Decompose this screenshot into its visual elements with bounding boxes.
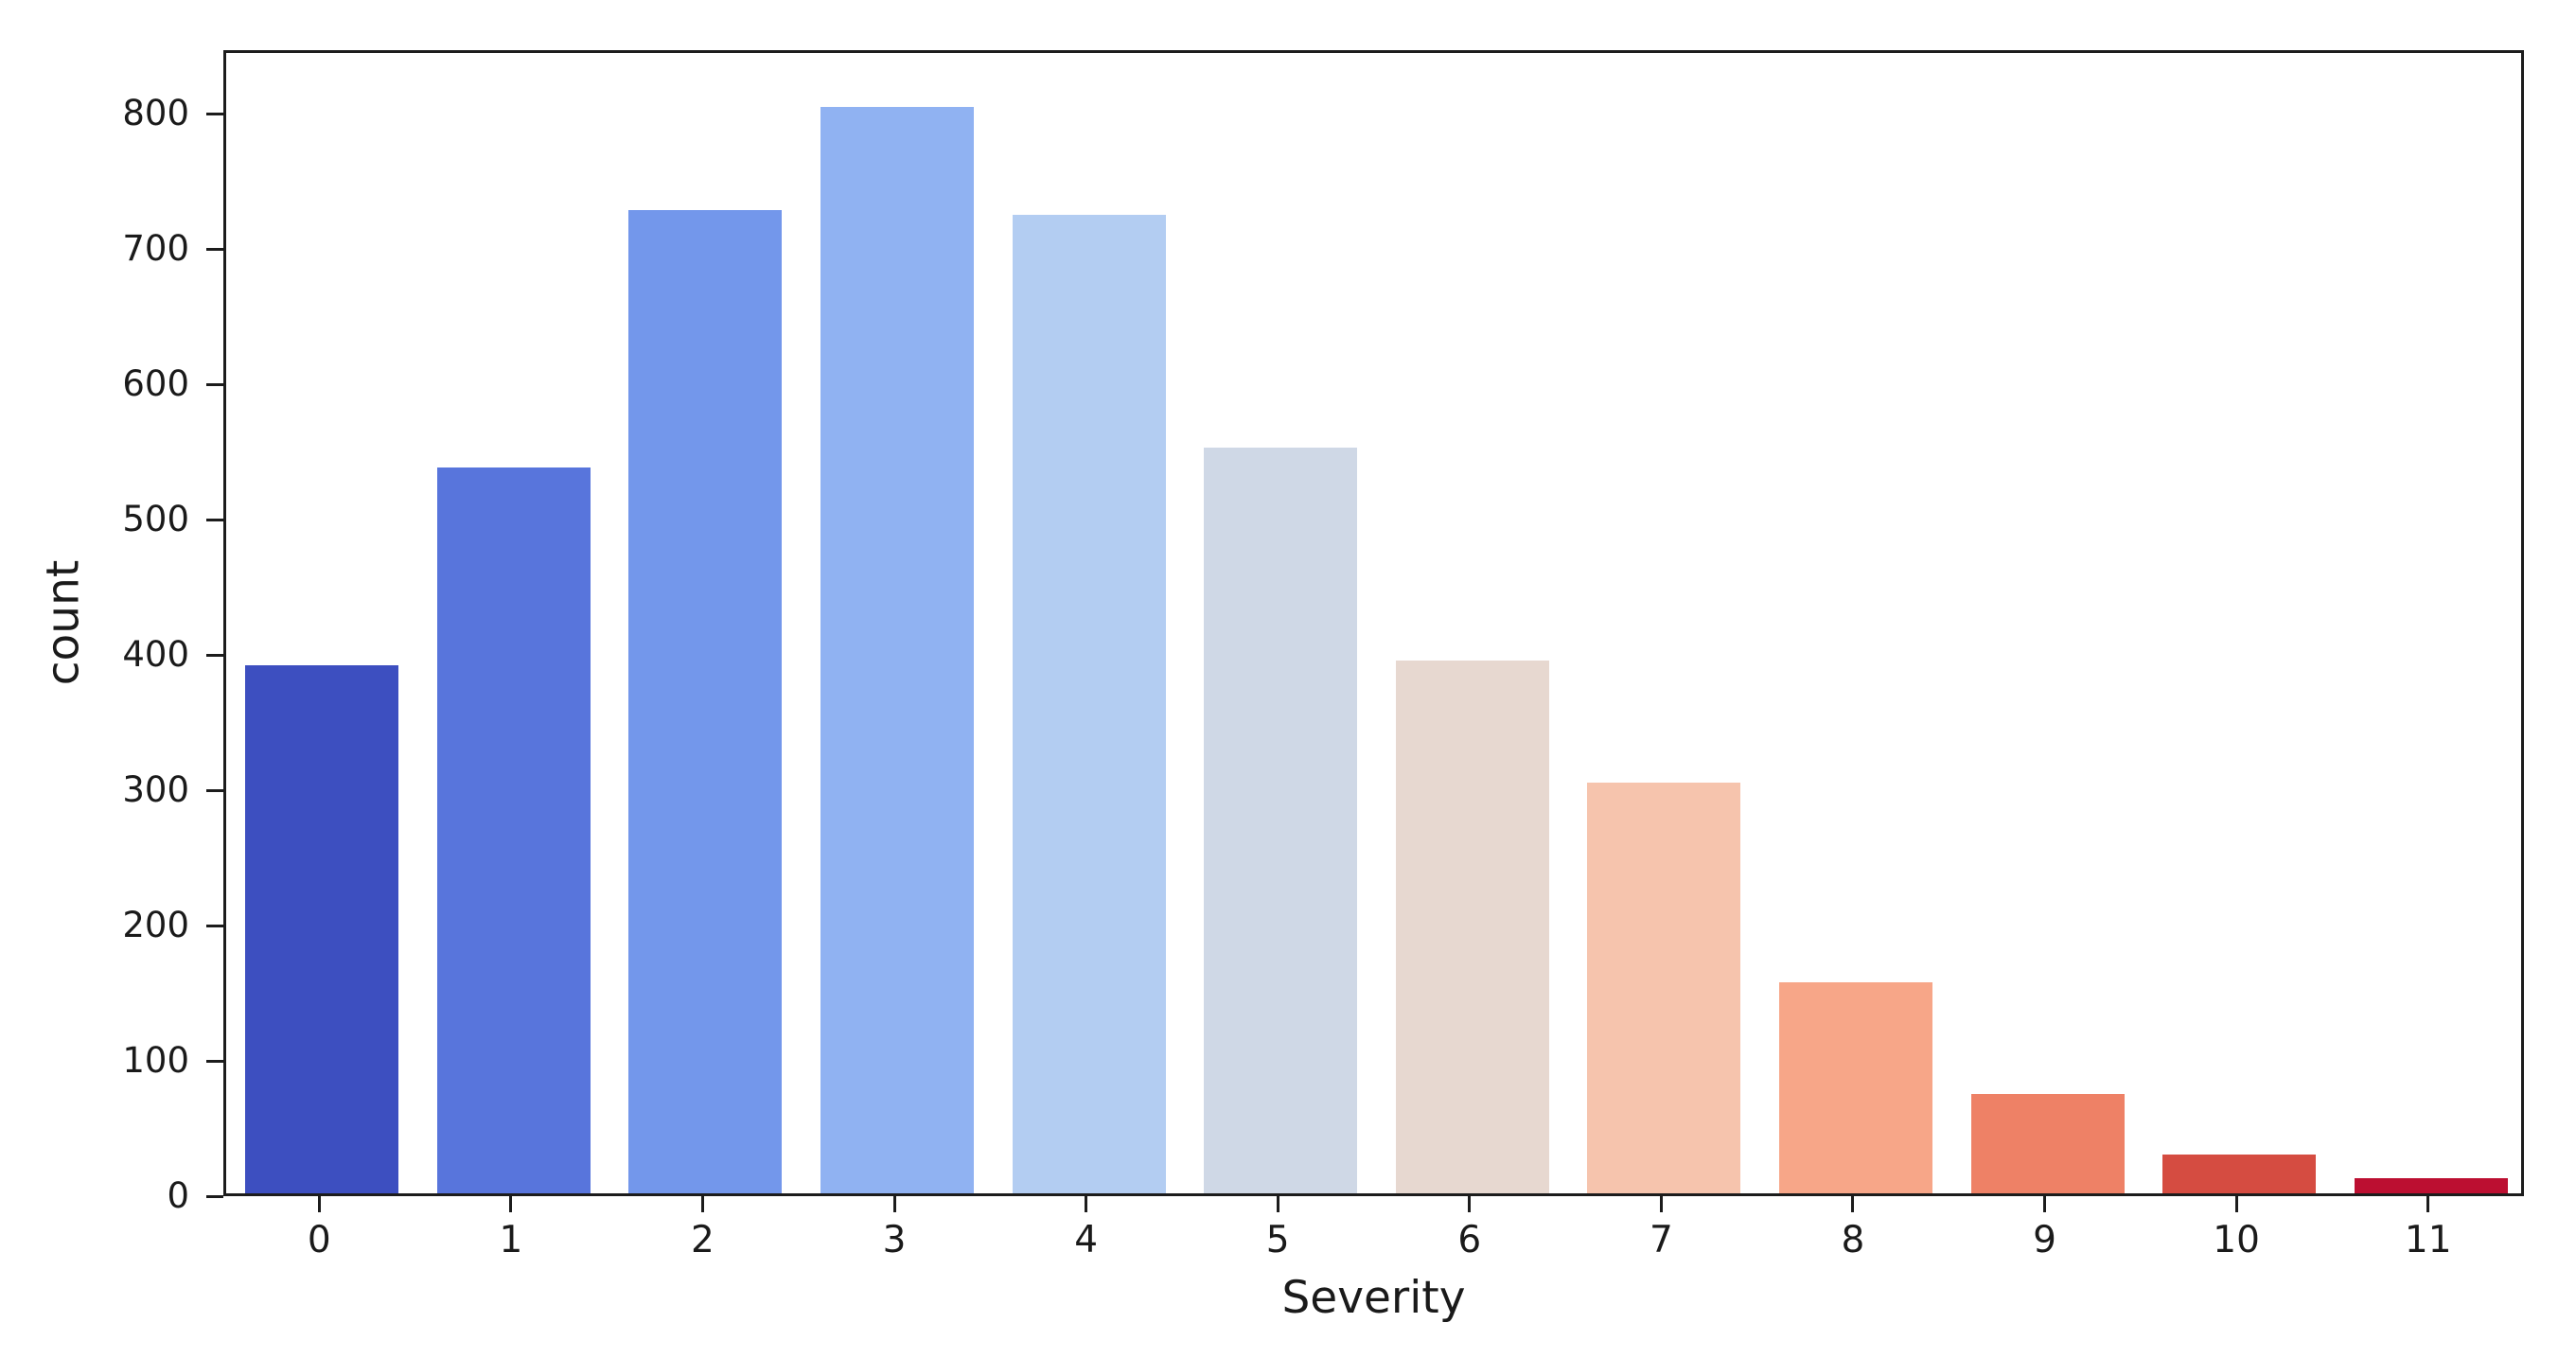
x-tick-label-2: 2 <box>691 1219 715 1261</box>
y-tick-label-500: 500 <box>122 499 189 540</box>
bar-7 <box>1587 783 1741 1193</box>
y-tick-mark-500 <box>206 518 223 521</box>
x-tick-label-8: 8 <box>1841 1219 1865 1261</box>
x-tick-label-3: 3 <box>882 1219 907 1261</box>
x-tick-mark-2 <box>700 1196 704 1212</box>
y-tick-mark-800 <box>206 112 223 115</box>
x-tick-mark-6 <box>1468 1196 1472 1212</box>
y-tick-mark-300 <box>206 788 223 792</box>
y-tick-label-400: 400 <box>122 634 189 676</box>
bar-11 <box>2354 1178 2508 1193</box>
bar-8 <box>1778 981 1932 1193</box>
x-tick-mark-9 <box>2043 1196 2047 1212</box>
bar-10 <box>2162 1154 2317 1193</box>
x-tick-label-9: 9 <box>2033 1219 2056 1261</box>
y-tick-label-700: 700 <box>122 228 189 270</box>
plot-area <box>223 50 2524 1196</box>
y-tick-label-100: 100 <box>122 1040 189 1082</box>
x-tick-label-4: 4 <box>1074 1219 1099 1261</box>
bar-2 <box>628 210 783 1193</box>
y-tick-mark-100 <box>206 1059 223 1063</box>
x-tick-mark-10 <box>2234 1196 2238 1212</box>
y-tick-label-800: 800 <box>122 93 189 134</box>
x-tick-label-11: 11 <box>2404 1219 2452 1261</box>
y-tick-mark-200 <box>206 924 223 927</box>
x-tick-label-10: 10 <box>2213 1219 2260 1261</box>
y-axis-label: count <box>37 559 90 686</box>
y-tick-label-200: 200 <box>122 905 189 946</box>
y-tick-mark-0 <box>206 1194 223 1198</box>
x-tick-mark-3 <box>892 1196 896 1212</box>
x-tick-mark-1 <box>509 1196 513 1212</box>
bar-0 <box>245 665 399 1193</box>
x-tick-label-1: 1 <box>499 1219 523 1261</box>
bar-3 <box>820 106 975 1193</box>
x-tick-mark-5 <box>1276 1196 1279 1212</box>
x-tick-mark-11 <box>2426 1196 2430 1212</box>
x-tick-label-0: 0 <box>307 1219 331 1261</box>
y-tick-mark-600 <box>206 382 223 386</box>
bar-6 <box>1395 660 1549 1193</box>
y-tick-label-600: 600 <box>122 363 189 405</box>
x-tick-mark-4 <box>1085 1196 1088 1212</box>
x-tick-label-7: 7 <box>1649 1219 1673 1261</box>
x-tick-mark-8 <box>1851 1196 1855 1212</box>
y-tick-mark-700 <box>206 247 223 251</box>
y-tick-label-0: 0 <box>167 1175 189 1216</box>
x-tick-label-5: 5 <box>1265 1219 1290 1261</box>
bar-9 <box>1970 1093 2125 1193</box>
y-tick-label-300: 300 <box>122 769 189 811</box>
y-tick-mark-400 <box>206 653 223 657</box>
bar-1 <box>436 467 591 1193</box>
bar-4 <box>1012 214 1166 1193</box>
x-tick-label-6: 6 <box>1457 1219 1482 1261</box>
bar-5 <box>1204 447 1358 1193</box>
x-axis-label: Severity <box>1281 1272 1466 1324</box>
x-tick-mark-7 <box>1659 1196 1663 1212</box>
x-tick-mark-0 <box>317 1196 321 1212</box>
